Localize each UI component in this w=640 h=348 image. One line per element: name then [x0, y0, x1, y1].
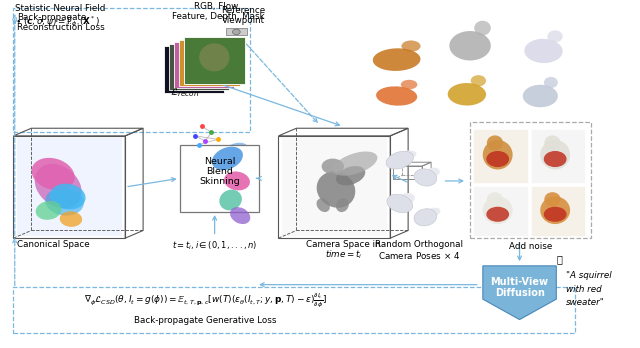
FancyBboxPatch shape: [179, 144, 259, 212]
Bar: [184, 38, 244, 84]
Ellipse shape: [50, 184, 86, 209]
Ellipse shape: [426, 208, 440, 216]
Ellipse shape: [544, 135, 561, 150]
Ellipse shape: [336, 166, 365, 185]
Ellipse shape: [449, 31, 491, 61]
Ellipse shape: [333, 151, 378, 176]
Ellipse shape: [399, 151, 417, 159]
Bar: [13, 8, 250, 132]
Text: 🔒: 🔒: [557, 254, 563, 264]
Ellipse shape: [487, 192, 503, 206]
Ellipse shape: [401, 40, 420, 52]
Text: $\mathcal{L}_{recon}$: $\mathcal{L}_{recon}$: [170, 86, 199, 99]
Ellipse shape: [232, 185, 248, 194]
Text: Canonical Space: Canonical Space: [17, 240, 90, 249]
Ellipse shape: [540, 140, 570, 169]
Ellipse shape: [544, 77, 558, 88]
Text: Statistic Neural Field: Statistic Neural Field: [15, 4, 105, 13]
Ellipse shape: [336, 198, 349, 212]
Bar: [13, 287, 575, 333]
Bar: [164, 46, 224, 93]
Ellipse shape: [45, 188, 84, 215]
Text: "A squirrel: "A squirrel: [566, 271, 611, 280]
Ellipse shape: [544, 151, 566, 167]
Ellipse shape: [523, 85, 558, 107]
Text: Neural
Blend
Skinning: Neural Blend Skinning: [199, 157, 240, 186]
Ellipse shape: [474, 21, 491, 35]
Text: Reference: Reference: [221, 6, 266, 15]
Text: Add noise: Add noise: [509, 242, 552, 251]
Bar: [473, 186, 527, 236]
Ellipse shape: [239, 166, 254, 175]
Text: Viewpoint: Viewpoint: [222, 16, 265, 25]
Ellipse shape: [321, 159, 344, 174]
Text: $t=t_i, i\in (0,1,...,n)$: $t=t_i, i\in (0,1,...,n)$: [172, 240, 257, 252]
Bar: [173, 42, 234, 88]
Bar: [184, 38, 244, 84]
Text: Multi-View
Diffusion: Multi-View Diffusion: [491, 277, 548, 298]
Ellipse shape: [230, 207, 250, 224]
Ellipse shape: [483, 140, 513, 169]
Text: sweater": sweater": [566, 298, 605, 307]
Bar: [282, 137, 387, 236]
Ellipse shape: [400, 193, 415, 204]
Ellipse shape: [386, 151, 413, 169]
Ellipse shape: [524, 39, 563, 63]
Ellipse shape: [227, 143, 247, 153]
Ellipse shape: [317, 172, 355, 208]
Text: Random Orthogonal: Random Orthogonal: [375, 240, 463, 249]
Ellipse shape: [540, 196, 570, 224]
Ellipse shape: [199, 44, 230, 71]
Ellipse shape: [544, 192, 561, 206]
Ellipse shape: [60, 211, 82, 227]
Bar: [470, 122, 591, 238]
Text: Back-propagate Generative Loss: Back-propagate Generative Loss: [134, 316, 276, 325]
Ellipse shape: [470, 75, 486, 86]
Ellipse shape: [414, 169, 436, 186]
Ellipse shape: [317, 198, 330, 212]
Ellipse shape: [486, 207, 509, 222]
Bar: [531, 129, 585, 183]
Text: RGB, Flow,: RGB, Flow,: [195, 2, 241, 11]
Text: $\nabla_{\phi}\mathcal{L}_{CSD}(\theta, I_t = g(\phi))=\mathbb{E}_{t,T,\mathbf{p: $\nabla_{\phi}\mathcal{L}_{CSD}(\theta, …: [84, 292, 326, 310]
Ellipse shape: [486, 151, 509, 167]
Bar: [226, 28, 246, 35]
Bar: [169, 44, 229, 90]
Text: Reconstruction Loss: Reconstruction Loss: [17, 23, 104, 32]
Text: $\bullet$ $(\mathbf{c},\sigma,\psi)=\Gamma_{\phi_*}(\mathbf{X}^*)$: $\bullet$ $(\mathbf{c},\sigma,\psi)=\Gam…: [15, 15, 100, 29]
Ellipse shape: [31, 158, 75, 190]
Ellipse shape: [36, 201, 61, 220]
Text: Feature, Depth, Mask: Feature, Depth, Mask: [172, 12, 264, 21]
Ellipse shape: [387, 194, 413, 213]
Ellipse shape: [232, 29, 240, 35]
Ellipse shape: [212, 147, 243, 170]
Text: Camera Poses $\times$ 4: Camera Poses $\times$ 4: [378, 250, 460, 261]
Text: $time = t_i$: $time = t_i$: [324, 248, 362, 261]
Ellipse shape: [544, 207, 566, 222]
Text: Camera Space in: Camera Space in: [306, 240, 381, 249]
Ellipse shape: [372, 48, 420, 71]
Ellipse shape: [414, 209, 436, 226]
Text: with red: with red: [566, 285, 602, 294]
Ellipse shape: [547, 30, 563, 42]
Ellipse shape: [224, 172, 250, 190]
Ellipse shape: [244, 201, 255, 209]
Text: 🔒: 🔒: [237, 35, 243, 45]
Ellipse shape: [376, 86, 417, 106]
Bar: [531, 186, 585, 236]
Ellipse shape: [401, 80, 417, 89]
Ellipse shape: [483, 196, 513, 224]
Ellipse shape: [35, 164, 82, 208]
Bar: [473, 129, 527, 183]
Ellipse shape: [220, 190, 242, 211]
Ellipse shape: [426, 168, 440, 177]
Ellipse shape: [448, 83, 486, 105]
Bar: [17, 137, 122, 236]
Ellipse shape: [487, 135, 503, 150]
Bar: [179, 40, 239, 86]
Text: Back-propagate: Back-propagate: [17, 13, 86, 22]
Polygon shape: [483, 266, 556, 319]
